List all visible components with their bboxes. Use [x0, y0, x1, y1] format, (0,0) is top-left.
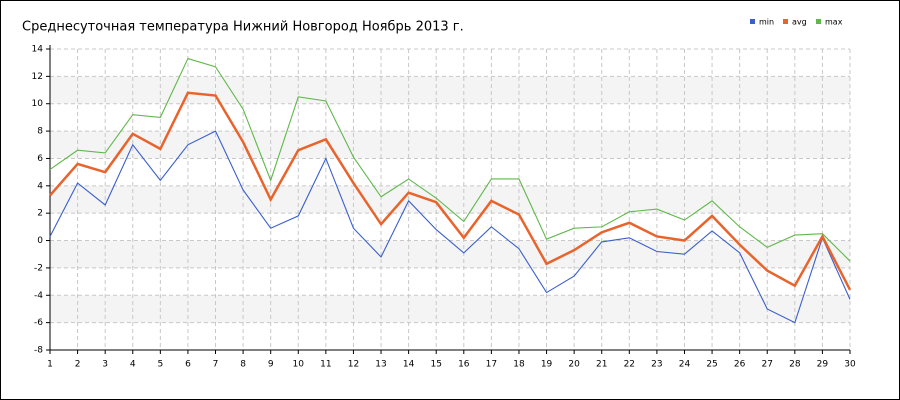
x-tick-label: 30 [844, 360, 856, 370]
x-tick-label: 22 [624, 360, 635, 370]
x-tick-label: 5 [157, 360, 163, 370]
grid-band [50, 76, 850, 104]
legend-swatch [750, 19, 755, 24]
x-tick-label: 14 [403, 360, 415, 370]
x-tick-label: 26 [734, 360, 746, 370]
x-tick-label: 25 [706, 360, 717, 370]
y-tick-label: 12 [32, 72, 43, 82]
x-tick-label: 15 [430, 360, 441, 370]
y-tick-label: -6 [34, 318, 43, 328]
x-tick-label: 23 [651, 360, 662, 370]
x-tick-label: 19 [541, 360, 553, 370]
y-tick-label: 10 [32, 99, 44, 109]
x-tick-label: 2 [75, 360, 81, 370]
grid-band [50, 295, 850, 323]
x-tick-label: 27 [762, 360, 773, 370]
y-tick-label: -8 [34, 346, 43, 356]
legend-swatch [816, 19, 821, 24]
y-tick-label: 0 [37, 236, 43, 246]
x-tick-label: 28 [789, 360, 801, 370]
legend-swatch [783, 19, 788, 24]
series-line [49, 130, 851, 324]
x-tick-label: 4 [130, 360, 136, 370]
x-tick-label: 17 [486, 360, 497, 370]
series-line [49, 91, 852, 291]
x-tick-label: 8 [240, 360, 246, 370]
grid-band [50, 185, 850, 214]
y-tick-label: 8 [37, 127, 43, 137]
x-tick-label: 1 [47, 360, 53, 370]
legend-label: avg [792, 18, 807, 27]
x-tick-label: 9 [268, 360, 274, 370]
legend-label: min [759, 18, 774, 27]
y-tick-label: -2 [34, 263, 43, 273]
x-tick-label: 10 [293, 360, 305, 370]
y-tick-label: 2 [37, 209, 43, 219]
x-tick-label: 3 [102, 360, 108, 370]
x-tick-label: 18 [513, 360, 525, 370]
x-tick-label: 12 [348, 360, 359, 370]
x-tick-label: 7 [213, 360, 219, 370]
y-tick-label: 6 [37, 154, 43, 164]
x-tick-label: 6 [185, 360, 191, 370]
x-tick-label: 20 [568, 360, 580, 370]
grid-band [50, 131, 850, 159]
y-tick-label: 4 [37, 181, 43, 191]
legend-label: max [825, 18, 843, 27]
y-tick-label: 14 [32, 45, 44, 55]
x-tick-label: 24 [679, 360, 691, 370]
y-tick-label: -4 [34, 291, 43, 301]
grid-band [50, 240, 850, 268]
x-tick-label: 16 [458, 360, 470, 370]
chart-title: Среднесуточная температура Нижний Новгор… [22, 20, 464, 35]
x-tick-label: 21 [596, 360, 607, 370]
series-line [49, 57, 851, 262]
x-tick-label: 11 [320, 360, 331, 370]
x-tick-label: 13 [375, 360, 386, 370]
x-tick-label: 29 [817, 360, 829, 370]
